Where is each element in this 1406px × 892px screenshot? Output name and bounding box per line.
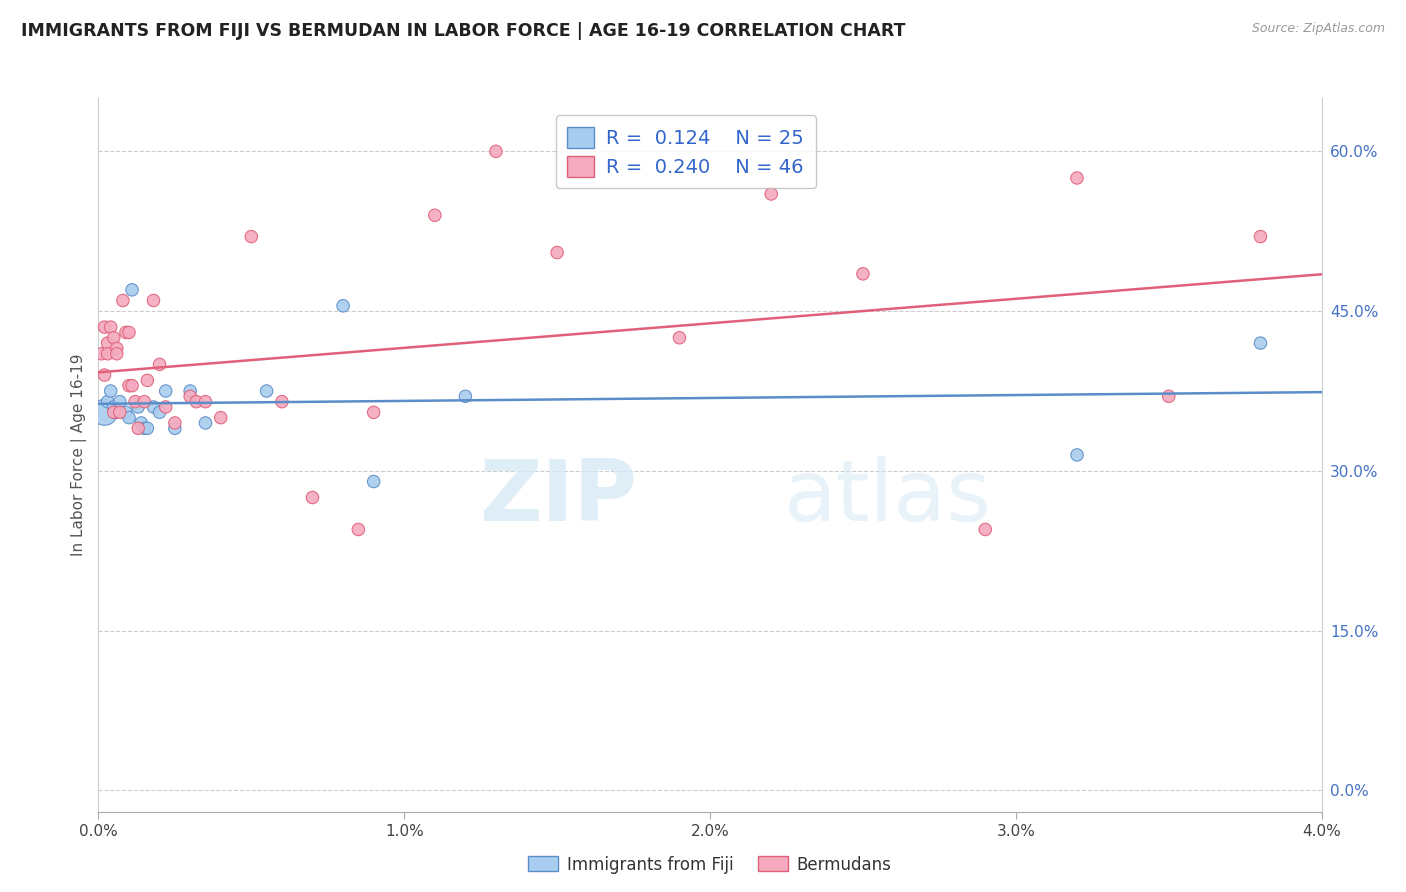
Point bbox=[423, 208, 446, 222]
Point bbox=[149, 358, 172, 372]
Point bbox=[93, 368, 115, 382]
Point bbox=[142, 400, 165, 414]
Point bbox=[363, 405, 385, 419]
Point bbox=[852, 267, 875, 281]
Point bbox=[194, 416, 217, 430]
Point bbox=[1249, 336, 1271, 351]
Point bbox=[136, 421, 159, 435]
Text: atlas: atlas bbox=[783, 456, 991, 540]
Point bbox=[179, 384, 201, 398]
Point bbox=[759, 186, 782, 201]
Point bbox=[1157, 389, 1180, 403]
Point bbox=[270, 394, 294, 409]
Point bbox=[1066, 448, 1088, 462]
Point bbox=[105, 405, 128, 419]
Point bbox=[105, 342, 128, 356]
Point bbox=[118, 326, 141, 340]
Point bbox=[155, 400, 177, 414]
Point bbox=[142, 293, 165, 308]
Point bbox=[454, 389, 477, 403]
Point bbox=[347, 523, 370, 537]
Point bbox=[485, 145, 508, 159]
Point bbox=[115, 405, 138, 419]
Point bbox=[134, 394, 156, 409]
Point bbox=[108, 394, 131, 409]
Point bbox=[149, 405, 172, 419]
Point bbox=[105, 347, 128, 361]
Point bbox=[155, 384, 177, 398]
Point bbox=[118, 410, 141, 425]
Point bbox=[93, 405, 115, 419]
Point bbox=[194, 394, 217, 409]
Point bbox=[546, 245, 568, 260]
Point bbox=[124, 394, 146, 409]
Point bbox=[121, 378, 143, 392]
Point bbox=[103, 331, 125, 345]
Point bbox=[121, 283, 143, 297]
Point bbox=[240, 229, 263, 244]
Point bbox=[90, 347, 112, 361]
Point bbox=[186, 394, 208, 409]
Point bbox=[163, 421, 186, 435]
Point bbox=[127, 421, 149, 435]
Point bbox=[209, 410, 232, 425]
Point bbox=[332, 299, 354, 313]
Point bbox=[108, 405, 131, 419]
Point bbox=[129, 416, 152, 430]
Point bbox=[1066, 171, 1088, 186]
Point bbox=[93, 320, 115, 334]
Point bbox=[115, 326, 138, 340]
Point bbox=[668, 331, 690, 345]
Legend: Immigrants from Fiji, Bermudans: Immigrants from Fiji, Bermudans bbox=[520, 847, 900, 882]
Point bbox=[179, 389, 201, 403]
Point bbox=[301, 491, 323, 505]
Point bbox=[100, 320, 122, 334]
Point bbox=[363, 475, 385, 489]
Point bbox=[163, 416, 186, 430]
Point bbox=[97, 336, 120, 351]
Text: IMMIGRANTS FROM FIJI VS BERMUDAN IN LABOR FORCE | AGE 16-19 CORRELATION CHART: IMMIGRANTS FROM FIJI VS BERMUDAN IN LABO… bbox=[21, 22, 905, 40]
Y-axis label: In Labor Force | Age 16-19: In Labor Force | Age 16-19 bbox=[72, 353, 87, 557]
Point bbox=[136, 373, 159, 387]
Point bbox=[111, 293, 134, 308]
Point bbox=[103, 405, 125, 419]
Text: ZIP: ZIP bbox=[479, 456, 637, 540]
Point bbox=[97, 347, 120, 361]
Point bbox=[100, 384, 122, 398]
Point bbox=[974, 523, 997, 537]
Point bbox=[134, 421, 156, 435]
Point bbox=[1249, 229, 1271, 244]
Point bbox=[256, 384, 278, 398]
Point bbox=[103, 400, 125, 414]
Point bbox=[97, 394, 120, 409]
Point bbox=[118, 378, 141, 392]
Text: Source: ZipAtlas.com: Source: ZipAtlas.com bbox=[1251, 22, 1385, 36]
Point bbox=[127, 400, 149, 414]
